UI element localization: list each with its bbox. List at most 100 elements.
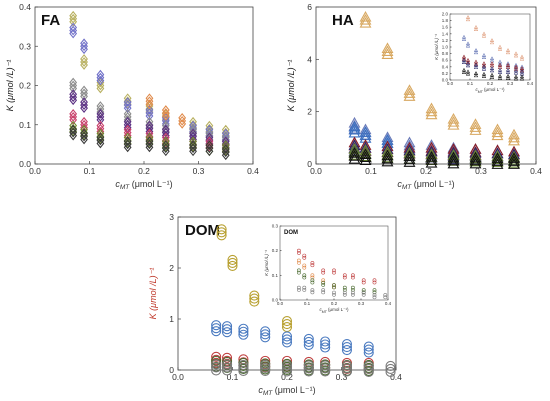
data-point: [69, 124, 78, 135]
data-point: [310, 261, 315, 265]
data-point: [145, 93, 154, 104]
data-point: [403, 84, 416, 95]
data-point: [123, 139, 132, 150]
data-point: [519, 74, 525, 79]
data-point: [447, 157, 460, 169]
data-point: [260, 332, 271, 343]
data-point: [359, 151, 372, 163]
data-point: [310, 290, 315, 295]
data-point: [281, 363, 293, 374]
data-point: [481, 64, 487, 69]
data-point: [80, 60, 88, 70]
data-point: [123, 136, 132, 147]
data-point: [238, 362, 249, 374]
inset-x-tick-label: 0.4: [385, 301, 392, 306]
inset-y-tick-label: 0.2: [442, 71, 449, 76]
data-point: [320, 366, 331, 377]
data-point: [497, 73, 503, 78]
data-point: [321, 283, 326, 287]
data-point: [161, 108, 170, 118]
data-point: [238, 359, 249, 371]
data-point: [145, 96, 154, 107]
data-point: [473, 62, 479, 67]
data-point: [69, 109, 78, 119]
data-point: [447, 113, 460, 124]
data-point: [447, 116, 460, 127]
inset-series-3: [461, 57, 525, 76]
data-point: [222, 365, 233, 376]
data-point: [350, 290, 355, 295]
series-5: [69, 120, 230, 157]
x-tick-label: 0.3: [193, 166, 205, 176]
data-point: [505, 50, 511, 55]
data-point: [145, 116, 154, 127]
data-point: [350, 285, 355, 290]
data-point: [205, 143, 214, 154]
data-point: [80, 54, 88, 64]
data-point: [363, 341, 374, 352]
data-point: [359, 16, 372, 28]
data-point: [447, 119, 460, 130]
inset-series-4: [461, 67, 525, 81]
x-tick-label: 0.0: [29, 166, 41, 176]
data-point: [497, 46, 503, 51]
data-point: [205, 139, 214, 150]
data-point: [145, 104, 154, 114]
data-point: [385, 360, 396, 372]
data-point: [469, 157, 482, 169]
data-point: [161, 143, 170, 154]
data-point: [497, 62, 503, 67]
data-point: [211, 359, 222, 370]
data-point: [189, 143, 197, 154]
data-point: [332, 283, 336, 288]
data-point: [222, 362, 233, 373]
inset-y-tick-label: 1.6: [442, 25, 449, 30]
panel-fa: 0.0 0.1 0.2 0.3 0.4 0.0 0.1 0.2 0.3 0.4 cMT (μmol …: [5, 2, 259, 191]
data-point: [145, 99, 154, 110]
data-point: [465, 15, 471, 19]
inset-x-tick-label: 0.2: [487, 81, 494, 86]
data-point: [310, 280, 315, 285]
data-point: [69, 130, 78, 141]
data-point: [342, 292, 347, 297]
data-point: [425, 156, 438, 168]
data-point: [227, 260, 238, 271]
data-point: [473, 27, 479, 31]
data-point: [211, 320, 222, 331]
y-tick-label: 0: [169, 365, 174, 375]
data-point: [310, 273, 315, 278]
data-point: [69, 25, 78, 36]
data-point: [320, 363, 331, 374]
data-point: [310, 278, 315, 283]
data-point: [320, 360, 331, 371]
inset-y-tick-label: 1.0: [442, 45, 449, 50]
data-point: [385, 363, 396, 375]
data-point: [491, 158, 504, 169]
panel-title: HA: [332, 12, 354, 29]
data-point: [205, 136, 214, 147]
data-point: [461, 67, 467, 72]
data-point: [372, 293, 377, 297]
data-point: [260, 326, 271, 337]
data-point: [497, 44, 503, 49]
data-point: [296, 260, 301, 265]
x-axis-label: cMT (μmol L⁻¹): [319, 307, 349, 314]
data-point: [465, 71, 471, 76]
data-point: [303, 336, 314, 348]
data-point: [341, 344, 353, 356]
data-point: [303, 360, 314, 371]
data-point: [189, 139, 197, 150]
data-point: [161, 105, 170, 115]
data-point: [363, 363, 374, 375]
data-point: [381, 42, 394, 54]
data-point: [238, 329, 249, 340]
data-point: [216, 224, 227, 235]
data-point: [508, 128, 520, 140]
data-point: [303, 339, 314, 351]
data-point: [281, 360, 293, 371]
data-point: [465, 41, 471, 46]
inset-plot: 0.0 0.1 0.2 0.3 0.40.00.20.40.60.81.01.21.41…: [434, 12, 534, 95]
data-point: [321, 288, 326, 293]
x-axis-label: cMT (μmol L⁻¹): [258, 385, 315, 397]
data-point: [519, 64, 525, 69]
